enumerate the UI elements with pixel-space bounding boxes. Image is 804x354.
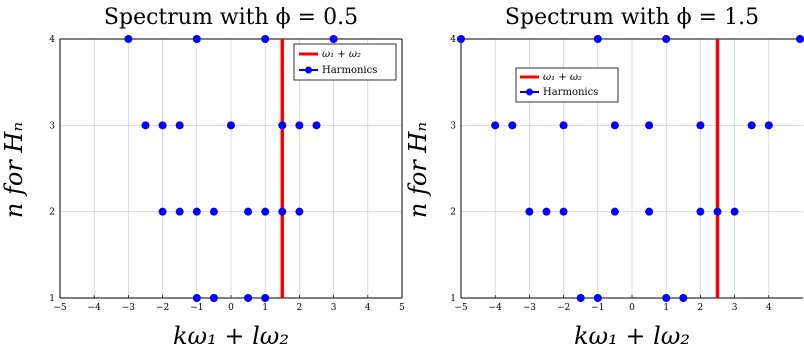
chart-right-plot: −5 −4 −3 −2 −1 0 1 2 3 4 1 2 3 4 [450, 35, 804, 313]
y-tick-label: 3 [49, 121, 55, 131]
harmonic-point [192, 294, 201, 302]
legend-vline-label: ω₁ + ω₂ [543, 72, 582, 83]
harmonic-point [209, 294, 218, 302]
harmonic-point [593, 294, 602, 302]
harmonic-point [764, 121, 773, 130]
harmonic-point [227, 121, 235, 130]
harmonic-point [645, 207, 654, 216]
x-tick-label: −4 [88, 303, 102, 313]
harmonic-point [278, 121, 287, 130]
harmonic-point [175, 121, 184, 130]
harmonic-point [329, 35, 338, 43]
harmonic-point [244, 294, 253, 302]
harmonic-point [679, 294, 688, 302]
harmonic-point [542, 207, 551, 216]
y-tick-label: 2 [450, 208, 456, 218]
x-tick-label: 4 [766, 303, 772, 313]
chart-right-ylabel: n for Hₙ [404, 122, 432, 218]
chart-right-title: Spectrum with ϕ = 1.5 [505, 5, 759, 30]
x-tick-label: −1 [190, 303, 203, 313]
harmonic-point [559, 121, 568, 130]
harmonic-point [192, 35, 201, 43]
chart-left-legend: ω₁ + ω₂ Harmonics [293, 43, 397, 81]
y-tick-label: 4 [49, 35, 55, 45]
legend-harmonics-marker [526, 88, 533, 96]
harmonic-point [696, 207, 705, 216]
x-tick-label: 1 [663, 303, 669, 313]
x-tick-label: −2 [156, 303, 169, 313]
x-tick-label: −1 [591, 303, 604, 313]
x-tick-label: 0 [228, 303, 234, 313]
x-tick-label: −4 [489, 303, 503, 313]
chart-left: Spectrum with ϕ = 0.5 kω₁ + lω₂ n for Hₙ… [0, 5, 405, 350]
x-tick-label: 0 [629, 303, 635, 313]
chart-left-ylabel: n for Hₙ [0, 122, 28, 218]
harmonic-point [261, 294, 270, 302]
x-tick-label: 3 [331, 303, 337, 313]
y-tick-label: 3 [450, 121, 456, 131]
harmonic-point [158, 207, 167, 216]
x-tick-label: 1 [262, 303, 268, 313]
harmonic-point [261, 207, 270, 216]
harmonic-point [192, 207, 201, 216]
harmonic-point [610, 207, 619, 216]
harmonic-point [559, 207, 568, 216]
harmonic-point [295, 121, 304, 130]
legend-vline-label: ω₁ + ω₂ [322, 49, 361, 60]
y-tick-label: 4 [450, 35, 456, 45]
harmonic-point [662, 294, 671, 302]
harmonic-point [124, 35, 133, 43]
harmonic-point [141, 121, 150, 130]
harmonic-point [244, 207, 253, 216]
x-tick-label: −3 [122, 303, 136, 313]
x-tick-label: −5 [53, 303, 67, 313]
x-tick-label: −5 [454, 303, 468, 313]
y-tick-label: 1 [49, 294, 55, 304]
chart-left-xlabel: kω₁ + lω₂ [173, 322, 289, 350]
harmonic-point [747, 121, 756, 130]
x-tick-label: 3 [732, 303, 738, 313]
harmonic-point [295, 207, 304, 216]
harmonic-point [610, 121, 619, 130]
legend-harmonics-label: Harmonics [322, 65, 377, 76]
x-tick-label: 2 [297, 303, 303, 313]
harmonic-point [730, 207, 739, 216]
harmonic-point [278, 207, 287, 216]
chart-left-plot: −5 −4 −3 −2 −1 0 1 2 3 4 5 1 2 3 4 [49, 35, 405, 313]
harmonic-point [576, 294, 585, 302]
x-tick-label: −3 [523, 303, 537, 313]
harmonic-point [525, 207, 534, 216]
x-tick-label: 5 [399, 303, 405, 313]
y-tick-label: 1 [450, 294, 456, 304]
legend-harmonics-label: Harmonics [543, 87, 598, 98]
harmonic-point [261, 35, 270, 43]
x-tick-label: 4 [365, 303, 371, 313]
harmonic-point [796, 35, 804, 43]
x-tick-label: 2 [698, 303, 704, 313]
harmonic-point [175, 207, 184, 216]
harmonic-point [508, 121, 517, 130]
legend-box [515, 67, 619, 103]
x-tick-label: −2 [557, 303, 570, 313]
harmonic-point [158, 121, 167, 130]
legend-harmonics-marker [305, 66, 312, 74]
harmonic-point [645, 121, 654, 130]
chart-right: Spectrum with ϕ = 1.5 kω₁ + lω₂ n for Hₙ… [404, 5, 804, 350]
legend-box [293, 43, 397, 81]
harmonic-point [713, 207, 722, 216]
chart-right-legend: ω₁ + ω₂ Harmonics [515, 67, 619, 103]
harmonic-point [312, 121, 321, 130]
harmonic-point [457, 35, 465, 43]
harmonic-point [696, 121, 705, 130]
chart-right-xlabel: kω₁ + lω₂ [574, 322, 690, 350]
harmonic-point [209, 207, 218, 216]
harmonic-point [491, 121, 500, 130]
harmonic-point [593, 35, 602, 43]
harmonic-point [662, 35, 671, 43]
y-tick-label: 2 [49, 208, 55, 218]
chart-left-title: Spectrum with ϕ = 0.5 [104, 5, 358, 30]
